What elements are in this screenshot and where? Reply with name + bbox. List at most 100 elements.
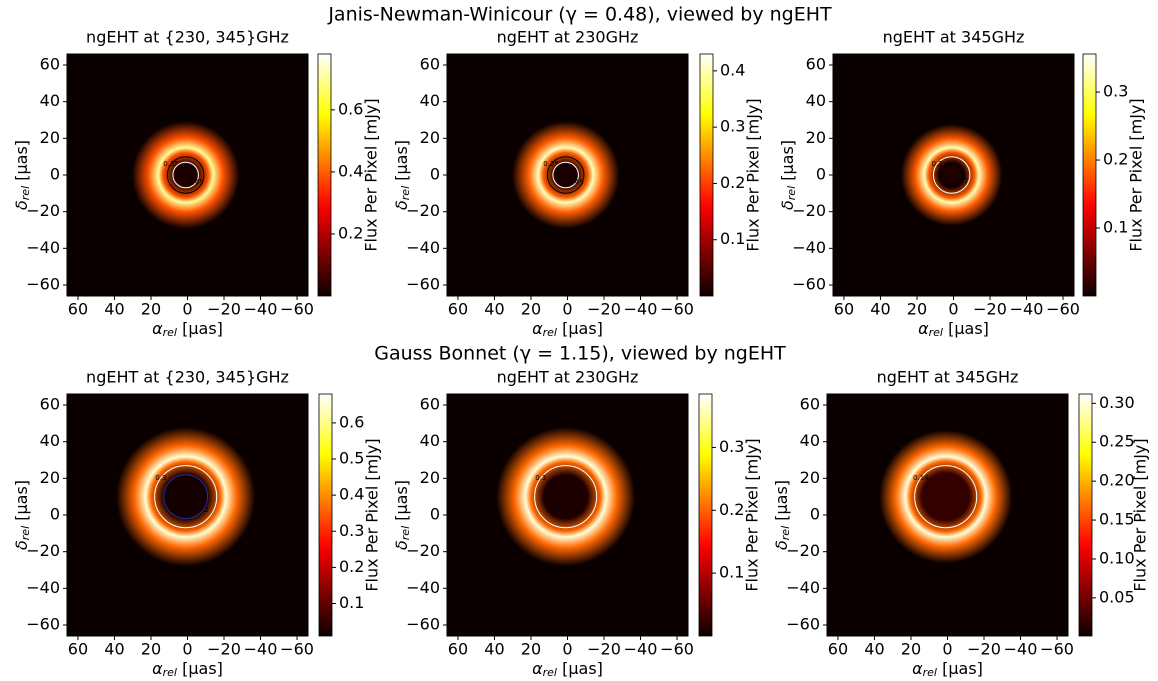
x-tick-label: −60	[280, 640, 314, 659]
x-tick-label: 20	[521, 300, 541, 319]
y-tick-label: 20	[806, 128, 826, 147]
x-tick-label: −60	[660, 300, 694, 319]
colorbar-tick-label: 0.1	[1103, 218, 1128, 237]
ring	[132, 121, 239, 228]
y-tick-label: 0	[816, 165, 826, 184]
x-tick-label: −40	[1010, 300, 1044, 319]
x-tick-label: 60	[834, 300, 854, 319]
x-tick-label: 40	[864, 640, 884, 659]
colorbar-tick-label: 0.2	[719, 500, 744, 519]
y-tick-label: −60	[26, 615, 60, 634]
panel-title: ngEHT at 345GHz	[877, 368, 1019, 387]
x-tick-label: −40	[244, 300, 278, 319]
contour-label: 0.2	[198, 506, 209, 514]
colorbar-tick-label: 0.05	[1099, 587, 1135, 606]
colorbar-tick-label: 0.2	[1103, 150, 1128, 169]
panel-title: ngEHT at 230GHz	[497, 368, 639, 387]
axis-label: δrel [μas]	[392, 480, 413, 550]
y-tick-label: 0	[430, 165, 440, 184]
x-tick-label: 0	[942, 640, 952, 659]
contour-label: 0.2	[931, 160, 942, 168]
y-tick-label: 20	[420, 128, 440, 147]
y-tick-label: 40	[800, 431, 820, 450]
colorbar-label: Flux Per Pixel [mJy]	[1131, 438, 1150, 591]
axis-label: δrel [μas]	[772, 480, 793, 550]
image-area: 0.350.45	[447, 54, 688, 296]
ring	[512, 121, 619, 228]
y-tick-label: 40	[420, 91, 440, 110]
colorbar-tick-label: 0.3	[339, 521, 364, 540]
figure-title: Gauss Bonnet (γ = 1.15), viewed by ngEHT	[374, 343, 786, 365]
y-tick-label: 20	[420, 468, 440, 487]
colorbar-tick-label: 0.2	[338, 223, 363, 242]
colorbar	[699, 394, 712, 636]
colorbar-tick-label: 0.6	[339, 412, 364, 431]
x-tick-label: −60	[1046, 300, 1080, 319]
x-tick-label: −20	[973, 300, 1007, 319]
image-area: 0.3 0.2	[67, 394, 308, 636]
contour-label: 0.45	[188, 179, 204, 187]
axis-label: αrel [μas]	[152, 319, 223, 340]
contour-label: 0.3	[155, 474, 166, 482]
colorbar-tick-label: 0.1	[719, 563, 744, 582]
colorbar	[319, 394, 332, 636]
x-tick-label: 0	[562, 640, 572, 659]
x-tick-label: 40	[870, 300, 890, 319]
x-tick-label: 60	[68, 300, 88, 319]
x-tick-label: 60	[828, 640, 848, 659]
x-tick-label: −40	[624, 640, 658, 659]
y-tick-label: −40	[26, 238, 60, 257]
x-tick-label: −20	[967, 640, 1001, 659]
colorbar-label: Flux Per Pixel [mJy]	[1127, 98, 1146, 251]
colorbar-tick-label: 0.3	[1103, 82, 1128, 101]
panel-title: ngEHT at {230, 345}GHz	[86, 28, 289, 47]
contour-label: 0.3	[535, 474, 546, 482]
axis-label: δrel [μas]	[392, 140, 413, 210]
colorbar-tick-label: 0.3	[720, 117, 745, 136]
y-tick-label: −20	[26, 201, 60, 220]
colorbar-tick-label: 0.2	[720, 173, 745, 192]
y-tick-label: 60	[806, 55, 826, 74]
y-tick-label: 0	[430, 505, 440, 524]
colorbar	[318, 54, 331, 296]
colorbar-tick-label: 0.6	[338, 99, 363, 118]
y-tick-label: 40	[40, 91, 60, 110]
colorbar-tick-label: 0.25	[1099, 432, 1135, 451]
ring	[901, 124, 1003, 226]
colorbar-tick-label: 0.1	[339, 593, 364, 612]
colorbar-tick-label: 0.5	[339, 449, 364, 468]
contour-label: 0.45	[568, 179, 584, 187]
figure: Janis-Newman-Winicour (γ = 0.48), viewed…	[0, 0, 1158, 681]
x-tick-label: −20	[587, 300, 621, 319]
colorbar	[1083, 54, 1096, 296]
colorbar-tick-label: 0.3	[719, 437, 744, 456]
ring	[879, 430, 1012, 563]
y-tick-label: 20	[800, 468, 820, 487]
y-tick-label: −40	[406, 238, 440, 257]
y-tick-label: 0	[50, 165, 60, 184]
axis-label: δrel [μas]	[12, 480, 33, 550]
x-tick-label: 0	[182, 300, 192, 319]
x-tick-label: 0	[948, 300, 958, 319]
y-tick-label: 60	[40, 55, 60, 74]
y-tick-label: −60	[406, 615, 440, 634]
colorbar-label: Flux Per Pixel [mJy]	[362, 98, 381, 251]
x-tick-label: −40	[1004, 640, 1038, 659]
x-tick-label: −60	[660, 640, 694, 659]
colorbar-tick-label: 0.10	[1099, 548, 1135, 567]
y-tick-label: 20	[40, 128, 60, 147]
contour-label: 0.14	[913, 474, 929, 482]
x-tick-label: −40	[624, 300, 658, 319]
y-tick-label: −20	[26, 541, 60, 560]
y-tick-label: −60	[786, 615, 820, 634]
x-tick-label: 20	[521, 640, 541, 659]
colorbar-tick-label: 0.1	[720, 229, 745, 248]
y-tick-label: 0	[50, 505, 60, 524]
axis-label: αrel [μas]	[912, 659, 983, 680]
x-tick-label: 40	[484, 640, 504, 659]
y-tick-label: 60	[800, 395, 820, 414]
ring	[116, 427, 255, 566]
colorbar-tick-label: 0.20	[1099, 471, 1135, 490]
x-tick-label: −40	[244, 640, 278, 659]
axis-label: αrel [μas]	[152, 659, 223, 680]
